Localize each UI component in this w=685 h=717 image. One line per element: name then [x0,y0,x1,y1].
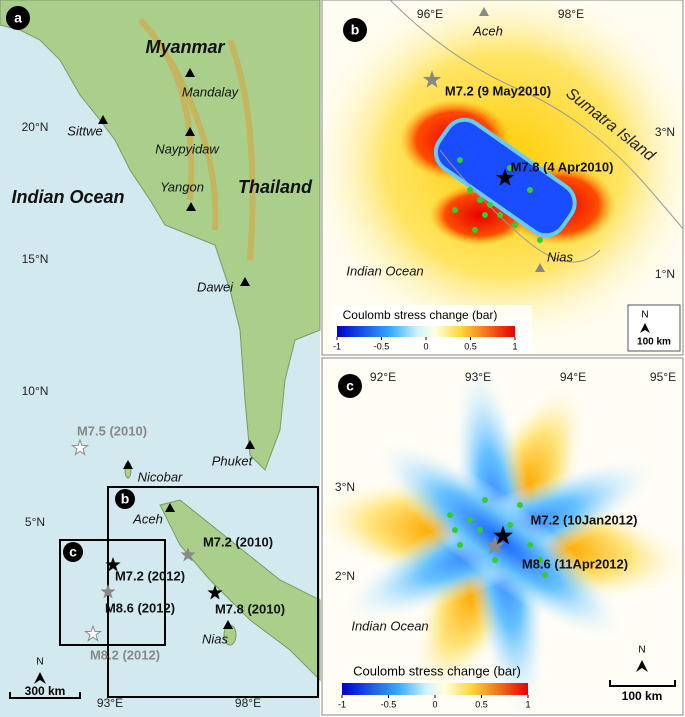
lat-label: 3°N [335,480,355,494]
lat-label: 15°N [22,252,49,266]
city: Mandalay [182,84,240,99]
quake-label: M7.2 (9 May2010) [445,83,551,98]
aftershocks [452,157,543,243]
north-arrow [640,323,650,333]
box-label: b [121,491,130,507]
ocean-label: Indian Ocean [11,187,124,207]
city: Nias [202,631,229,646]
scale-label: 300 km [25,684,66,698]
highlands [137,17,256,261]
colorbar [342,683,528,695]
quake-label: M8.2 (2012) [90,647,160,662]
lon-label: 98°E [235,696,261,710]
panel-c: c 92°E 93°E 94°E 95°E 3°N 2°N M7.2 (10Ja… [321,357,684,716]
lon-label: 96°E [417,7,443,21]
panel-badge [343,18,367,42]
north-label: N [638,645,645,656]
quake-label: M7.2 (2012) [115,568,185,583]
country: Myanmar [145,37,225,57]
quake-label: M7.8 (2010) [215,601,285,616]
lat-label: 3°N [655,125,675,139]
panel-label: a [14,10,22,26]
scale-label: 100 km [622,689,663,703]
quake-label: M7.2 (2010) [203,534,273,549]
coastline [389,0,683,263]
city: Aceh [132,511,163,526]
place: Indian Ocean [351,618,428,633]
colorbar-tick-label: 0 [432,699,437,709]
north-arrow [34,672,46,684]
scale-bar [609,680,676,687]
panel-label: c [346,378,354,394]
mainland [0,0,321,471]
lat-label: 2°N [335,569,355,583]
place: Nias [547,249,574,264]
colorbar [337,326,515,337]
sumatra [159,499,321,682]
city: Yangon [160,179,204,194]
colorbar-tick-label: 0.5 [475,699,488,709]
north-arrow [636,660,648,672]
quake-label: M7.5 (2010) [77,423,147,438]
panel-a: a Myanmar Thailand Indian Ocean Mandalay… [0,0,321,717]
lon-label: 94°E [560,370,586,384]
aftershocks [447,497,548,578]
city: Dawei [197,279,234,294]
quake-label: M8.6 (2012) [105,600,175,615]
place: Indian Ocean [346,263,423,278]
colorbar-tick-label: 1 [512,341,517,351]
lat-label: 20°N [22,120,49,134]
box-badge [63,542,83,562]
lon-label: 93°E [465,370,491,384]
panel-frame [321,0,684,356]
lat-label: 5°N [25,515,45,529]
panel-b: b 96°E 98°E 3°N 1°N Aceh Sumatra Island … [321,0,684,356]
panel-badge [338,374,362,398]
city: Sittwe [67,123,102,138]
north-label: N [641,310,648,321]
colorbar-tick-label: -0.5 [381,699,397,709]
colorbar-tick-label: -0.5 [374,341,390,351]
colorbar-tick-label: 1 [525,699,530,709]
north-label: N [36,657,43,668]
country: Thailand [238,177,313,197]
scale-box [627,304,681,352]
colorbar-tick-label: -1 [338,699,346,709]
place: Aceh [472,23,503,38]
lat-label: 10°N [22,384,49,398]
scale-label: 100 km [637,337,671,348]
quake-label: M7.8 (4 Apr2010) [511,159,614,174]
colorbar-title: Coulomb stress change (bar) [343,308,498,322]
box-badge [115,489,135,509]
lat-label: 1°N [655,267,675,281]
lon-label: 95°E [650,370,676,384]
box-c [59,539,166,646]
quake-label: M7.2 (10Jan2012) [531,512,638,527]
city: Nicobar [138,469,183,484]
panel-badge [6,6,30,30]
city: Naypyidaw [155,141,220,156]
lon-label: 92°E [370,370,396,384]
scale-bar [9,692,81,699]
colorbar-tick-label: 0 [423,341,428,351]
panel-frame [321,357,684,716]
colorbar-tick-label: 0.5 [464,341,477,351]
city: Phuket [212,453,254,468]
colorbar-tick-label: -1 [333,341,341,351]
panel-label: b [351,22,360,38]
lon-label: 93°E [97,696,123,710]
quake-label: M8.6 (11Apr2012) [522,556,628,571]
lon-label: 98°E [558,7,584,21]
colorbar-title: Coulomb stress change (bar) [353,663,521,678]
box-label: c [69,544,77,560]
